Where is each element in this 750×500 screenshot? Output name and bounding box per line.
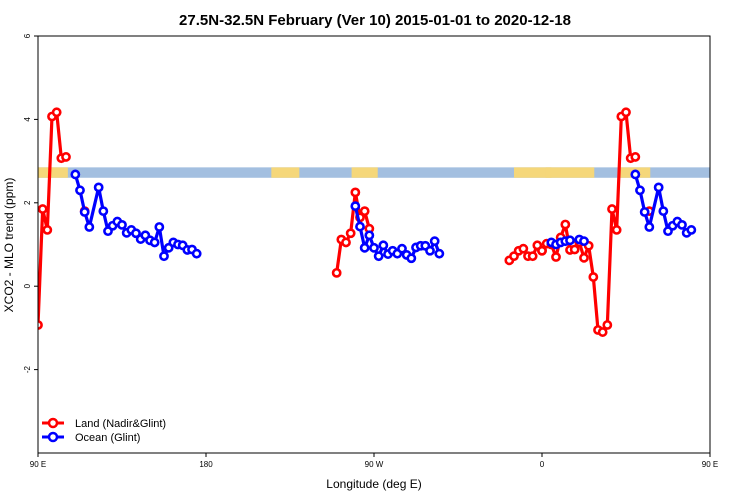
data-point xyxy=(154,222,165,232)
data-point xyxy=(149,237,160,248)
map-land-block xyxy=(545,167,595,178)
chart-title: 27.5N-32.5N February (Ver 10) 2015-01-01… xyxy=(179,12,571,29)
data-point xyxy=(359,206,370,217)
map-land-block xyxy=(271,167,300,178)
data-point xyxy=(331,267,342,278)
data-point xyxy=(117,220,127,230)
data-point xyxy=(434,248,445,259)
series-land xyxy=(38,107,655,337)
data-point xyxy=(397,243,407,254)
series-line xyxy=(540,110,636,334)
data-point xyxy=(98,206,109,217)
x-tick-label: 90 E xyxy=(30,460,46,469)
plot-area xyxy=(38,107,697,337)
x-tick-label: 90 W xyxy=(365,460,384,469)
data-point xyxy=(686,225,697,235)
series-ocean xyxy=(70,169,697,264)
data-point xyxy=(373,251,384,262)
x-tick-label: 180 xyxy=(199,460,213,469)
data-point xyxy=(677,220,687,230)
data-point xyxy=(345,228,356,239)
map-land-block xyxy=(351,167,378,178)
data-point xyxy=(537,245,547,256)
y-tick-label: -2 xyxy=(23,365,32,373)
y-tick-label: 4 xyxy=(23,117,32,122)
data-point xyxy=(61,152,71,162)
data-point xyxy=(38,204,48,214)
legend-ocean-label: Ocean (Glint) xyxy=(75,432,140,444)
data-point xyxy=(607,204,617,214)
data-point xyxy=(639,207,650,217)
y-tick-label: 2 xyxy=(23,200,32,205)
data-point xyxy=(653,182,664,193)
data-point xyxy=(359,242,370,253)
data-point xyxy=(527,251,538,262)
data-point xyxy=(635,185,645,196)
legend-land-marker xyxy=(47,417,59,429)
data-point xyxy=(630,169,641,180)
data-point xyxy=(560,219,571,230)
y-axis-label: XCO2 - MLO trend (ppm) xyxy=(2,178,16,313)
series-line xyxy=(38,110,67,326)
data-point xyxy=(602,320,613,330)
data-point xyxy=(425,245,435,256)
data-point xyxy=(658,206,669,217)
data-point xyxy=(597,327,608,337)
data-point xyxy=(355,221,365,232)
data-point xyxy=(42,225,53,235)
data-point xyxy=(364,230,375,241)
y-axis: -2 0 2 4 6 xyxy=(23,33,38,373)
data-point xyxy=(191,248,202,259)
legend: Land (Nadir&Glint) Ocean (Glint) xyxy=(42,417,166,444)
data-point xyxy=(611,225,622,235)
data-point xyxy=(79,207,90,217)
data-point xyxy=(406,253,417,264)
x-tick-label: 90 E xyxy=(702,460,718,469)
legend-ocean-marker xyxy=(47,431,59,443)
map-land-block xyxy=(38,167,68,178)
world-map-strip xyxy=(38,167,710,178)
data-point xyxy=(51,107,62,118)
x-tick-label: 0 xyxy=(540,460,545,469)
data-point xyxy=(569,244,580,255)
data-point xyxy=(579,236,589,247)
data-point xyxy=(644,222,655,232)
data-point xyxy=(621,107,631,118)
y-tick-label: 0 xyxy=(23,283,32,288)
x-axis: 90 E 180 90 W 0 90 E xyxy=(30,453,718,469)
data-point xyxy=(70,169,81,180)
data-point xyxy=(93,182,104,193)
data-point xyxy=(429,236,440,247)
data-point xyxy=(369,242,379,253)
data-point xyxy=(159,251,169,262)
data-point xyxy=(350,187,361,198)
data-point xyxy=(341,237,351,248)
map-land-block xyxy=(514,167,552,178)
data-point xyxy=(518,243,529,254)
y-tick-label: 6 xyxy=(23,33,32,38)
data-point xyxy=(378,240,389,251)
data-point xyxy=(84,222,95,232)
data-point xyxy=(588,272,599,282)
legend-land-label: Land (Nadir&Glint) xyxy=(75,418,166,430)
data-point xyxy=(630,152,641,162)
data-point xyxy=(75,185,85,196)
data-point xyxy=(551,252,561,262)
data-point xyxy=(350,201,361,212)
data-point xyxy=(131,228,141,239)
x-axis-label: Longitude (deg E) xyxy=(326,477,421,491)
data-point xyxy=(579,252,589,263)
data-point xyxy=(565,235,575,246)
